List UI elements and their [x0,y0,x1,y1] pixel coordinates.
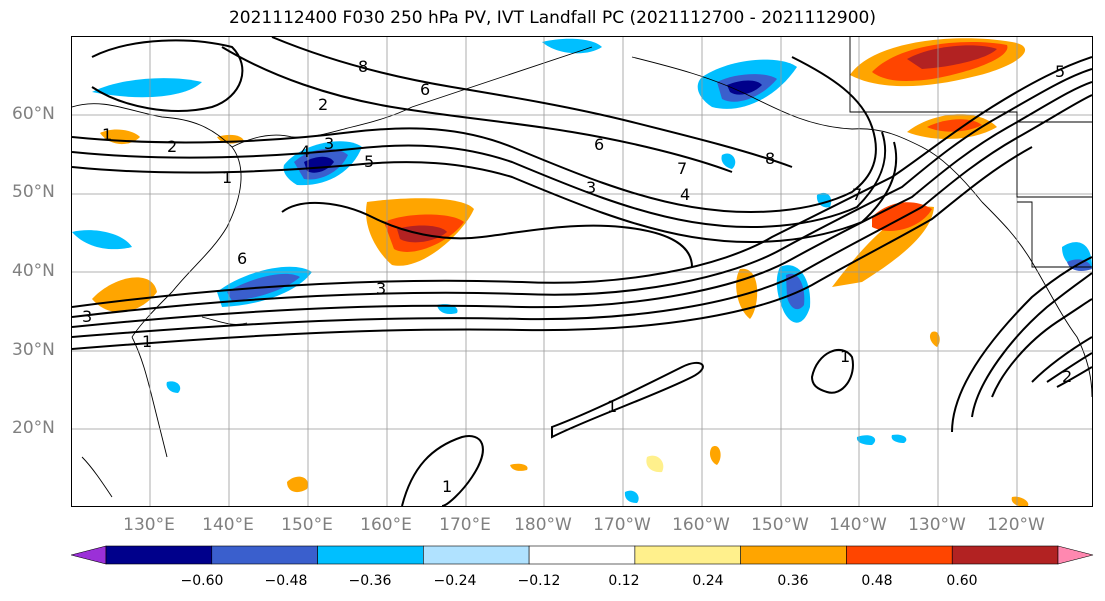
lat-label-60n: 60°N [12,104,55,124]
contour-label-7a: 7 [677,159,687,178]
contour-label-8a: 8 [358,57,368,76]
contour-label-6c: 6 [237,249,247,268]
lat-label-20n: 20°N [12,418,55,438]
lon-label-120w: 120°W [987,515,1045,535]
contour-label-4b: 4 [680,185,690,204]
colorbar-bin [951,545,1059,565]
colorbar-bin [211,545,318,565]
lon-label-160w: 160°W [672,515,730,535]
map-panel: 1 2 3 2 4 3 5 8 6 6 3 3 1 6 1 7 4 8 7 1 … [71,36,1093,507]
colorbar-bin [423,545,530,565]
colorbar-extend-low [71,545,107,565]
colorbar-tick-neg036: −0.36 [348,573,392,589]
contour-label-1b: 1 [222,168,232,187]
lon-label-140e: 140°E [202,515,254,535]
contour-label-7b: 7 [852,185,862,204]
contour-label-1f: 1 [840,347,850,366]
contour-label-6a: 6 [420,80,430,99]
colorbar [71,545,1094,565]
contour-label-5b: 5 [1055,62,1065,81]
contour-label-3d: 3 [376,279,386,298]
contour-label-4: 4 [300,142,310,161]
lon-label-140w: 140°W [829,515,887,535]
map-title: 2021112400 F030 250 hPa PV, IVT Landfall… [228,8,876,28]
colorbar-tick-060: 0.60 [946,573,978,589]
contour-label-1e: 1 [442,477,452,496]
contour-labels: 1 2 3 2 4 3 5 8 6 6 3 3 1 6 1 7 4 8 7 1 … [82,57,1072,496]
colorbar-tick-024: 0.24 [692,573,724,589]
lat-label-40n: 40°N [12,261,55,281]
contour-label-2a: 2 [167,137,177,156]
contour-label-8b: 8 [765,149,775,168]
colorbar-extend-high [1057,545,1094,565]
lon-label-170e: 170°E [439,515,491,535]
colorbar-bin [846,545,953,565]
contour-label-2b: 2 [318,95,328,114]
lat-label-30n: 30°N [12,340,55,360]
contour-label-3c: 3 [586,178,596,197]
contour-label-5: 5 [364,152,374,171]
contour-label-3b: 3 [324,134,334,153]
lon-label-180w: 180°W [514,515,572,535]
colorbar-bin [740,545,847,565]
lon-label-130w: 130°W [908,515,966,535]
colorbar-tick-012: 0.12 [608,573,640,589]
lat-label-50n: 50°N [12,182,55,202]
colorbar-bin [528,545,636,565]
contour-label-1d: 1 [607,397,617,416]
contour-label-1a: 1 [102,125,112,144]
colorbar-bin [105,545,213,565]
contour-label-1c: 1 [142,332,152,351]
contour-label-2c: 2 [1062,367,1072,386]
region-boxes [849,37,1092,268]
contour-label-6b: 6 [594,135,604,154]
pv-contours [72,37,1092,506]
colorbar-tick-neg024: −0.24 [433,573,477,589]
lon-label-150w: 150°W [751,515,809,535]
map-canvas: 1 2 3 2 4 3 5 8 6 6 3 3 1 6 1 7 4 8 7 1 … [72,37,1092,506]
contour-label-3a: 3 [82,307,92,326]
colorbar-tick-neg048: −0.48 [264,573,308,589]
colorbar-tick-neg060: −0.60 [180,573,224,589]
lon-label-160e: 160°E [360,515,412,535]
colorbar-bin [634,545,741,565]
colorbar-bin [317,545,424,565]
graticule [72,37,1092,506]
colorbar-tick-048: 0.48 [861,573,893,589]
colorbar-tick-036: 0.36 [777,573,809,589]
lon-label-150e: 150°E [281,515,333,535]
lon-label-130e: 130°E [123,515,175,535]
colorbar-tick-neg012: −0.12 [517,573,561,589]
lon-label-170w: 170°W [593,515,651,535]
